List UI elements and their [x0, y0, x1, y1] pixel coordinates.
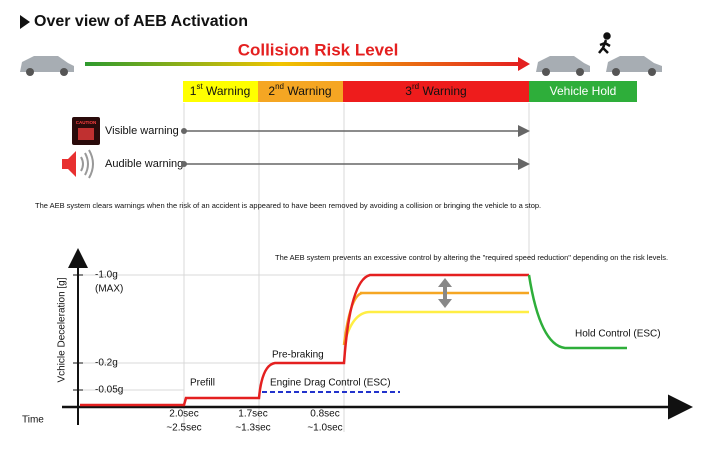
- time-label: ~1.0sec: [307, 423, 342, 434]
- x-axis-label: Time: [22, 415, 44, 426]
- phase-label: Prefill: [190, 378, 215, 389]
- time-label: ~2.5sec: [166, 423, 201, 434]
- caution-icon-car: [78, 128, 94, 140]
- car-icon: [20, 56, 662, 76]
- curve-yellow: [342, 310, 529, 346]
- risk-label: Collision Risk Level: [238, 40, 399, 59]
- speaker-icon: [62, 149, 94, 179]
- time-label: 2.0sec: [169, 409, 198, 420]
- stage-label: 1st Warning: [190, 82, 251, 98]
- title-bullet: [20, 15, 30, 29]
- pedestrian-icon: [598, 32, 611, 54]
- time-label: ~1.3sec: [235, 423, 270, 434]
- stage-dividers: [183, 103, 530, 432]
- risk-arrow-head: [518, 57, 530, 71]
- stage-4: [529, 81, 637, 102]
- level-label: (MAX): [95, 284, 123, 295]
- stage-1: [183, 81, 258, 102]
- note: The AEB system prevents an excessive con…: [275, 253, 668, 262]
- phase-label: Hold Control (ESC): [575, 329, 661, 340]
- caution-icon-text: CAUTION: [76, 120, 97, 125]
- visible-warning-label: Visible warning: [105, 125, 179, 137]
- audible-warning-label: Audible warning: [105, 158, 183, 170]
- stage-2: [258, 81, 343, 102]
- stage-label: Vehicle Hold: [550, 84, 617, 98]
- curve-red: [80, 273, 529, 407]
- level-label: -1.0g: [95, 270, 118, 281]
- phase-label: Pre-braking: [272, 350, 324, 361]
- note: The AEB system clears warnings when the …: [35, 201, 541, 210]
- stage-3: [343, 81, 529, 102]
- level-label: -0.2g: [95, 358, 118, 369]
- title: Over view of AEB Activation: [34, 13, 248, 30]
- y-axis-label: Vchicle Deceleration [g]: [57, 277, 68, 382]
- time-label: 1.7sec: [238, 409, 267, 420]
- level-label: -0.05g: [95, 385, 123, 396]
- stage-label: 3rd Warning: [405, 82, 466, 98]
- phase-label: Engine Drag Control (ESC): [270, 378, 391, 389]
- level-ticks: [73, 274, 83, 391]
- double-arrow: [438, 278, 452, 308]
- stage-label: 2nd Warning: [268, 82, 331, 98]
- risk-arrow: [85, 62, 520, 66]
- curve-green: [527, 274, 627, 350]
- time-label: 0.8sec: [310, 409, 339, 420]
